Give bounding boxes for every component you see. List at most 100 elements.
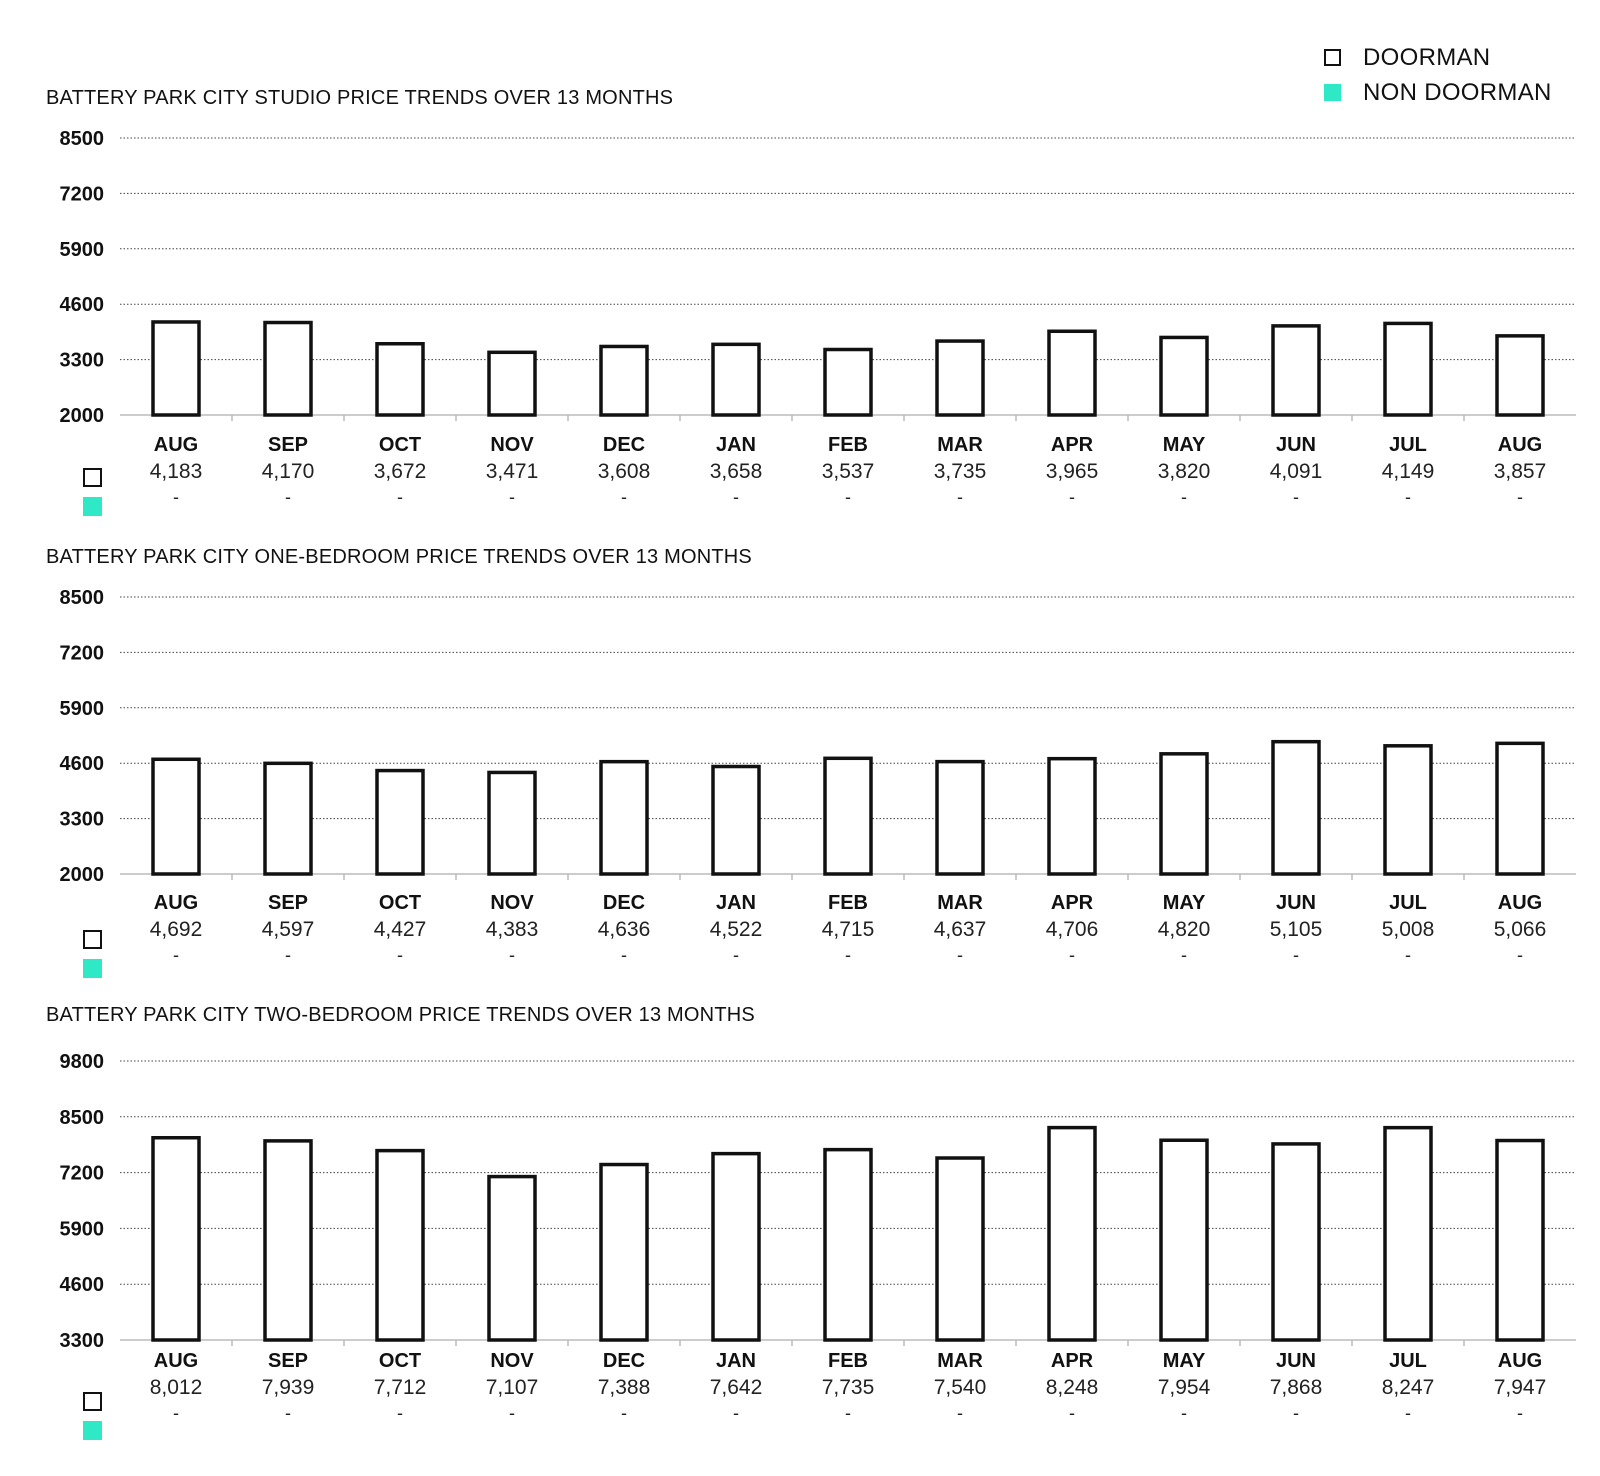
x-tick-label: AUG xyxy=(154,892,198,914)
data-label-non-doorman: - xyxy=(397,945,403,965)
data-label-doorman: 7,107 xyxy=(486,1376,539,1399)
x-tick-label: JUL xyxy=(1389,1350,1427,1372)
y-tick-label: 3300 xyxy=(60,350,105,372)
bar-doorman xyxy=(1159,1138,1209,1342)
bar-doorman xyxy=(487,1174,537,1342)
x-tick-label: JUN xyxy=(1276,1350,1316,1372)
x-tick-label: SEP xyxy=(268,1350,308,1372)
data-label-non-doorman: - xyxy=(1181,1403,1187,1423)
data-label-doorman: 4,706 xyxy=(1046,918,1099,941)
bar-doorman xyxy=(1271,1142,1321,1342)
data-label-non-doorman: - xyxy=(957,487,963,507)
y-tick-label: 8500 xyxy=(60,128,105,150)
chart-2: BATTERY PARK CITY ONE-BEDROOM PRICE TREN… xyxy=(46,546,1576,978)
bar-doorman xyxy=(823,347,873,417)
chart-title: BATTERY PARK CITY STUDIO PRICE TRENDS OV… xyxy=(46,87,673,109)
bar-doorman xyxy=(1047,1125,1097,1342)
data-label-doorman: 4,383 xyxy=(486,918,539,941)
x-tick-label: AUG xyxy=(1498,892,1542,914)
bar-doorman xyxy=(487,350,537,417)
data-label-non-doorman: - xyxy=(621,1403,627,1423)
data-label-doorman: 4,427 xyxy=(374,918,427,941)
data-label-non-doorman: - xyxy=(1069,487,1075,507)
bar-doorman xyxy=(711,1151,761,1342)
bar-doorman xyxy=(1047,329,1097,417)
data-label-non-doorman: - xyxy=(397,487,403,507)
x-tick-label: MAY xyxy=(1163,434,1206,456)
data-label-non-doorman: - xyxy=(1293,945,1299,965)
data-label-doorman: 4,597 xyxy=(262,918,315,941)
data-label-doorman: 5,008 xyxy=(1382,918,1435,941)
bar-doorman xyxy=(1383,1125,1433,1342)
y-tick-label: 5900 xyxy=(60,1218,105,1240)
row-key-non-doorman xyxy=(83,497,102,516)
bar-doorman xyxy=(263,320,313,417)
data-label-doorman: 8,247 xyxy=(1382,1376,1435,1399)
x-tick-label: SEP xyxy=(268,892,308,914)
x-tick-label: DEC xyxy=(603,892,645,914)
chart-title: BATTERY PARK CITY ONE-BEDROOM PRICE TREN… xyxy=(46,546,752,568)
data-label-non-doorman: - xyxy=(1293,487,1299,507)
data-label-non-doorman: - xyxy=(285,487,291,507)
x-tick-label: JAN xyxy=(716,1350,756,1372)
data-label-non-doorman: - xyxy=(285,945,291,965)
y-tick-label: 4600 xyxy=(60,753,105,775)
chart-3: BATTERY PARK CITY TWO-BEDROOM PRICE TREN… xyxy=(46,1004,1576,1440)
data-label-non-doorman: - xyxy=(509,487,515,507)
x-tick-label: MAR xyxy=(937,1350,983,1372)
data-label-non-doorman: - xyxy=(173,1403,179,1423)
y-tick-label: 4600 xyxy=(60,294,105,316)
y-tick-label: 8500 xyxy=(60,1107,105,1129)
x-tick-label: SEP xyxy=(268,434,308,456)
bar-doorman xyxy=(1495,334,1545,417)
x-tick-label: JAN xyxy=(716,892,756,914)
x-tick-label: MAR xyxy=(937,892,983,914)
y-tick-label: 9800 xyxy=(60,1051,105,1073)
y-tick-label: 5900 xyxy=(60,698,105,720)
bar-doorman xyxy=(1495,1138,1545,1342)
data-label-non-doorman: - xyxy=(1181,945,1187,965)
data-label-doorman: 3,471 xyxy=(486,460,539,483)
data-label-non-doorman: - xyxy=(1517,1403,1523,1423)
data-label-non-doorman: - xyxy=(509,945,515,965)
x-tick-label: JAN xyxy=(716,434,756,456)
data-label-doorman: 8,248 xyxy=(1046,1376,1099,1399)
data-label-non-doorman: - xyxy=(845,1403,851,1423)
bar-doorman xyxy=(935,759,985,876)
y-tick-label: 7200 xyxy=(60,183,105,205)
y-tick-label: 2000 xyxy=(60,864,105,886)
data-label-non-doorman: - xyxy=(1405,1403,1411,1423)
legend-item-doorman: DOORMAN xyxy=(1324,40,1552,75)
bar-doorman xyxy=(263,761,313,876)
data-label-non-doorman: - xyxy=(173,945,179,965)
bar-doorman xyxy=(1159,335,1209,417)
x-tick-label: AUG xyxy=(154,434,198,456)
bar-doorman xyxy=(823,1147,873,1342)
x-tick-label: JUL xyxy=(1389,892,1427,914)
data-label-non-doorman: - xyxy=(845,945,851,965)
x-tick-label: MAY xyxy=(1163,892,1206,914)
data-label-non-doorman: - xyxy=(845,487,851,507)
data-label-doorman: 7,735 xyxy=(822,1376,875,1399)
legend-item-non-doorman: NON DOORMAN xyxy=(1324,75,1552,110)
bar-doorman xyxy=(375,341,425,417)
legend-swatch-doorman xyxy=(1324,49,1341,66)
x-tick-label: AUG xyxy=(154,1350,198,1372)
y-tick-label: 8500 xyxy=(60,587,105,609)
x-tick-label: MAR xyxy=(937,434,983,456)
data-label-doorman: 3,537 xyxy=(822,460,875,483)
data-label-doorman: 3,820 xyxy=(1158,460,1211,483)
row-key-doorman xyxy=(83,468,102,487)
x-tick-label: FEB xyxy=(828,1350,868,1372)
data-label-doorman: 5,105 xyxy=(1270,918,1323,941)
data-label-doorman: 7,712 xyxy=(374,1376,427,1399)
x-tick-label: JUN xyxy=(1276,434,1316,456)
x-tick-label: NOV xyxy=(490,1350,534,1372)
x-tick-label: APR xyxy=(1051,1350,1094,1372)
bar-doorman xyxy=(151,1135,201,1342)
bar-doorman xyxy=(151,320,201,417)
bar-doorman xyxy=(375,768,425,876)
legend-label-doorman: DOORMAN xyxy=(1363,43,1491,71)
x-tick-label: NOV xyxy=(490,434,534,456)
